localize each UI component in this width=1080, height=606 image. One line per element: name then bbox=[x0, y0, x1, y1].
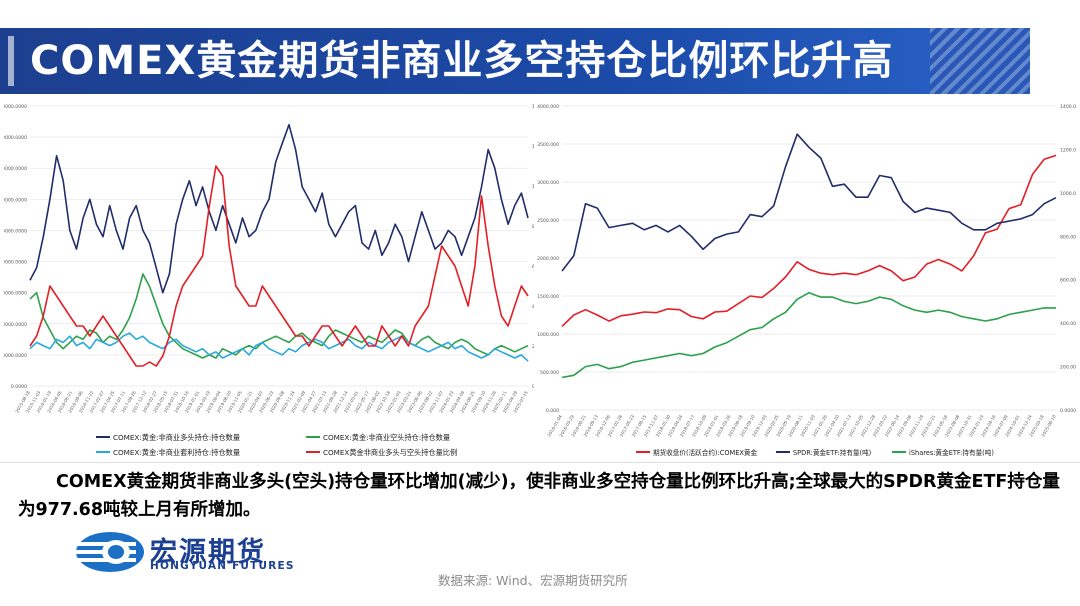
y-left-tick-label: 1500.000 bbox=[537, 294, 559, 300]
logo-chinese-name: 宏源期货 bbox=[150, 537, 266, 568]
series-line bbox=[29, 332, 529, 362]
y-right-tick-label: 200.0000 bbox=[1060, 365, 1076, 371]
series-line bbox=[561, 154, 1057, 327]
y-left-tick-label: 2500.000 bbox=[537, 218, 559, 224]
y-left-tick-label: 1000.000 bbox=[537, 332, 559, 338]
y-left-tick-label: 3000.000 bbox=[537, 180, 559, 186]
y-left-tick-label: 400000.0000 bbox=[4, 135, 27, 141]
y-left-tick-label: 0.000 bbox=[546, 408, 559, 414]
y-right-tick-label: 14 bbox=[532, 104, 534, 110]
y-left-tick-label: 300000.0000 bbox=[4, 197, 27, 203]
y-left-tick-label: 3500.000 bbox=[537, 142, 559, 148]
caption-text: COMEX黄金期货非商业多头(空头)持仓量环比增加(减少)，使非商业多空持仓量比… bbox=[18, 472, 1060, 520]
title-banner bbox=[0, 28, 1030, 94]
y-right-tick-label: 0.0000 bbox=[1060, 408, 1076, 414]
y-left-tick-label: 500.000 bbox=[540, 370, 559, 376]
y-right-tick-label: 12 bbox=[532, 144, 534, 150]
legend-label: 期货收盘价(活跃合约):COMEX黄金 bbox=[653, 448, 757, 457]
legend-label: COMEX:黄金:非商业空头持仓:持仓数量 bbox=[323, 433, 450, 442]
logo-english-name: HONGYUAN FUTURES bbox=[150, 560, 295, 572]
banner-accent-bar bbox=[8, 36, 14, 86]
comex-positions-svg: 0.000050000.0000100000.0000150000.000020… bbox=[0, 104, 538, 457]
legend-label: COMEX:黄金:非商业多头持仓:持仓数量 bbox=[113, 433, 240, 442]
series-line bbox=[561, 133, 1057, 272]
data-source: 数据来源: Wind、宏源期货研究所 bbox=[438, 573, 628, 588]
y-left-tick-label: 350000.0000 bbox=[4, 166, 27, 172]
y-left-tick-label: 0.0000 bbox=[11, 384, 27, 390]
hongyuan-logo-icon bbox=[72, 532, 144, 572]
series-line bbox=[29, 165, 529, 367]
y-left-tick-label: 100000.0000 bbox=[4, 322, 27, 328]
y-right-tick-label: 1400.0000 bbox=[1060, 104, 1076, 110]
y-right-tick-label: 800.0000 bbox=[1060, 234, 1076, 240]
legend-label: COMEX:黄金:非商业套利持仓:持仓数量 bbox=[113, 448, 240, 457]
series-line bbox=[561, 291, 1056, 379]
y-right-tick-label: 8 bbox=[532, 224, 534, 230]
chart-gold-price-etf: 0.000 500.000 1000.000 1500.000 2000.000 2500… bbox=[536, 98, 1080, 462]
y-left-tick-label: 450000.0000 bbox=[4, 104, 27, 110]
y-right-tick-label: 0 bbox=[532, 384, 534, 390]
y-left-tick-label: 50000.0000 bbox=[4, 353, 27, 359]
y-left-tick-label: 250000.0000 bbox=[4, 228, 27, 234]
y-left-tick-label: 200000.0000 bbox=[4, 260, 27, 266]
y-right-tick-label: 400.0000 bbox=[1060, 321, 1076, 327]
y-right-tick-label: 600.0000 bbox=[1060, 278, 1076, 284]
y-right-tick-label: 1200.0000 bbox=[1060, 147, 1076, 153]
y-left-tick-label: 4000.000 bbox=[537, 104, 559, 110]
y-right-tick-label: 10 bbox=[532, 184, 534, 190]
chart-comex-positions: 0.000050000.0000100000.0000150000.000020… bbox=[0, 98, 538, 462]
series-line bbox=[29, 123, 529, 294]
y-right-tick-label: 1000.0000 bbox=[1060, 191, 1076, 197]
legend-label: iShares:黄金ETF:持有量(吨) bbox=[909, 448, 994, 457]
divider bbox=[0, 462, 1080, 463]
banner-decoration bbox=[930, 28, 1030, 94]
y-left-tick-label: 2000.000 bbox=[537, 256, 559, 262]
series-line bbox=[29, 273, 529, 359]
gold-price-etf-svg: 0.000 500.000 1000.000 1500.000 2000.000 2500… bbox=[537, 104, 1080, 457]
y-right-tick-label: 4 bbox=[532, 304, 534, 310]
page-title: COMEX黄金期货非商业多空持仓比例环比升高 bbox=[30, 38, 894, 84]
legend-label: SPDR:黄金ETF:持有量(吨) bbox=[793, 448, 871, 457]
y-left-tick-label: 150000.0000 bbox=[4, 291, 27, 297]
y-right-tick-label: 2 bbox=[532, 344, 534, 350]
legend-label: COMEX黄金非商业多头与空头持仓量比例 bbox=[323, 448, 457, 457]
y-right-tick-label: 6 bbox=[532, 264, 534, 270]
